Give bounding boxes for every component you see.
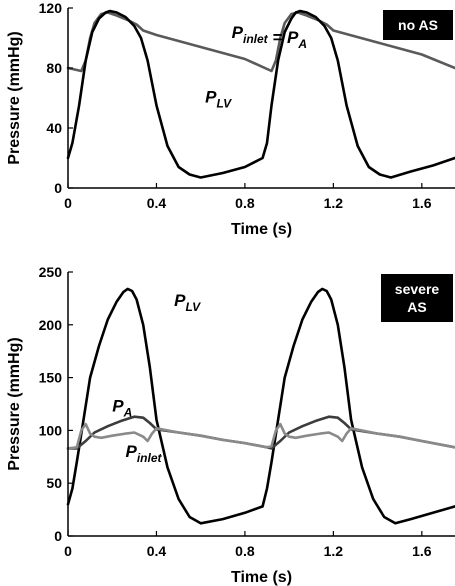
x-tick-label: 1.2 [324, 543, 344, 559]
x-tick-label: 0 [64, 195, 72, 211]
x-tick-label: 1.6 [412, 543, 432, 559]
y-tick-label: 120 [39, 0, 63, 16]
x-axis-label: Time (s) [231, 569, 292, 586]
y-tick-label: 100 [39, 422, 63, 438]
x-tick-label: 0.8 [235, 195, 255, 211]
annotation-plv: PLV [174, 291, 201, 314]
series-line-plv [66, 287, 455, 525]
y-tick-label: 150 [39, 370, 63, 386]
y-axis-label: Pressure (mmHg) [6, 31, 23, 164]
panel-2: 0 0.4 0.8 1.2 1.6 0 50 100 150 200 250 Time (s) Pres… [6, 264, 455, 586]
condition-badge-text: no AS [398, 17, 438, 33]
series-line-pinlet [66, 422, 455, 450]
y-tick-label: 250 [39, 264, 63, 280]
annotation-pa: PA [112, 396, 132, 419]
annotation-plv: PLV [205, 88, 232, 111]
y-tick-label: 80 [46, 60, 62, 76]
x-tick-label: 0 [64, 543, 72, 559]
x-tick-label: 1.2 [324, 195, 344, 211]
condition-badge-text: AS [407, 299, 426, 315]
y-tick-label: 200 [39, 317, 63, 333]
panel-1: 0 0.4 0.8 1.2 1.6 0 40 80 120 Time (s) Pressure (m… [6, 0, 455, 238]
y-axis-label: Pressure (mmHg) [6, 337, 23, 470]
x-axis-label: Time (s) [231, 221, 292, 238]
y-tick-label: 0 [54, 528, 62, 544]
series-line-plv [66, 9, 455, 179]
x-tick-label: 0.8 [235, 543, 255, 559]
annotation-pinlet: Pinlet [125, 442, 162, 465]
x-tick-label: 1.6 [412, 195, 432, 211]
condition-badge [383, 10, 453, 40]
condition-badge [381, 274, 453, 322]
y-tick-label: 0 [54, 180, 62, 196]
condition-badge-text: severe [395, 281, 440, 297]
x-tick-label: 0.4 [147, 195, 167, 211]
y-tick-label: 40 [46, 120, 62, 136]
y-tick-label: 50 [46, 475, 62, 491]
annotation-pinlet-pa: Pinlet = PA [232, 23, 307, 51]
x-tick-label: 0.4 [147, 543, 167, 559]
series-line-pa [66, 11, 455, 73]
